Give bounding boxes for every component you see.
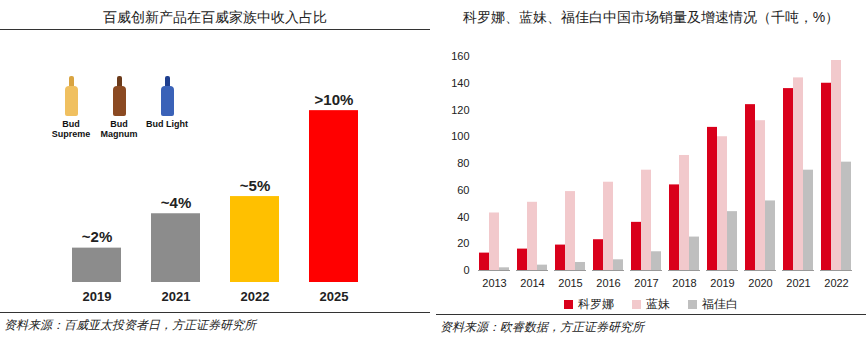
svg-text:2022: 2022 — [824, 277, 848, 289]
html-text:科罗娜: 科罗娜 — [578, 296, 614, 311]
svg-text:160: 160 — [451, 50, 469, 62]
html-text:蓝妹: 蓝妹 — [646, 296, 670, 311]
svg-text:2018: 2018 — [672, 277, 696, 289]
svg-text:~2%: ~2% — [82, 228, 112, 245]
html-text:科罗娜、蓝妹、福佳白中国市场销量及增速情况（千吨，%）: 科罗娜、蓝妹、福佳白中国市场销量及增速情况（千吨，%） — [462, 9, 840, 25]
svg-text:2013: 2013 — [482, 277, 506, 289]
svg-text:80: 80 — [457, 157, 469, 169]
svg-text:>10%: >10% — [315, 91, 354, 108]
svg-text:60: 60 — [457, 184, 469, 196]
svg-text:2021: 2021 — [162, 289, 191, 304]
svg-text:~4%: ~4% — [161, 194, 191, 211]
svg-text:20: 20 — [457, 237, 469, 249]
svg-text:2016: 2016 — [596, 277, 620, 289]
svg-text:40: 40 — [457, 211, 469, 223]
svg-text:2020: 2020 — [748, 277, 772, 289]
svg-text:2019: 2019 — [83, 289, 112, 304]
html-text:资料来源：欧睿数据，方正证券研究所: 资料来源：欧睿数据，方正证券研究所 — [440, 320, 644, 334]
svg-text:2021: 2021 — [786, 277, 810, 289]
svg-text:2017: 2017 — [634, 277, 658, 289]
svg-text:2015: 2015 — [558, 277, 582, 289]
html-text:Bud Magnum: Bud Magnum — [100, 119, 138, 139]
svg-text:2019: 2019 — [710, 277, 734, 289]
svg-text:100: 100 — [451, 130, 469, 142]
svg-text:140: 140 — [451, 77, 469, 89]
html-text:福佳白: 福佳白 — [702, 296, 738, 311]
html-text:Bud Light: Bud Light — [146, 119, 188, 129]
html-text:百威创新产品在百威家族中收入占比: 百威创新产品在百威家族中收入占比 — [103, 9, 327, 25]
svg-text:0: 0 — [463, 264, 469, 276]
html-text:资料来源：百威亚太投资者日，方正证券研究所: 资料来源：百威亚太投资者日，方正证券研究所 — [4, 318, 256, 332]
svg-text:2014: 2014 — [520, 277, 544, 289]
svg-text:2025: 2025 — [320, 289, 349, 304]
svg-text:2022: 2022 — [241, 289, 270, 304]
svg-text:120: 120 — [451, 104, 469, 116]
html-text:Bud Supreme: Bud Supreme — [51, 119, 91, 139]
svg-text:~5%: ~5% — [240, 177, 270, 194]
